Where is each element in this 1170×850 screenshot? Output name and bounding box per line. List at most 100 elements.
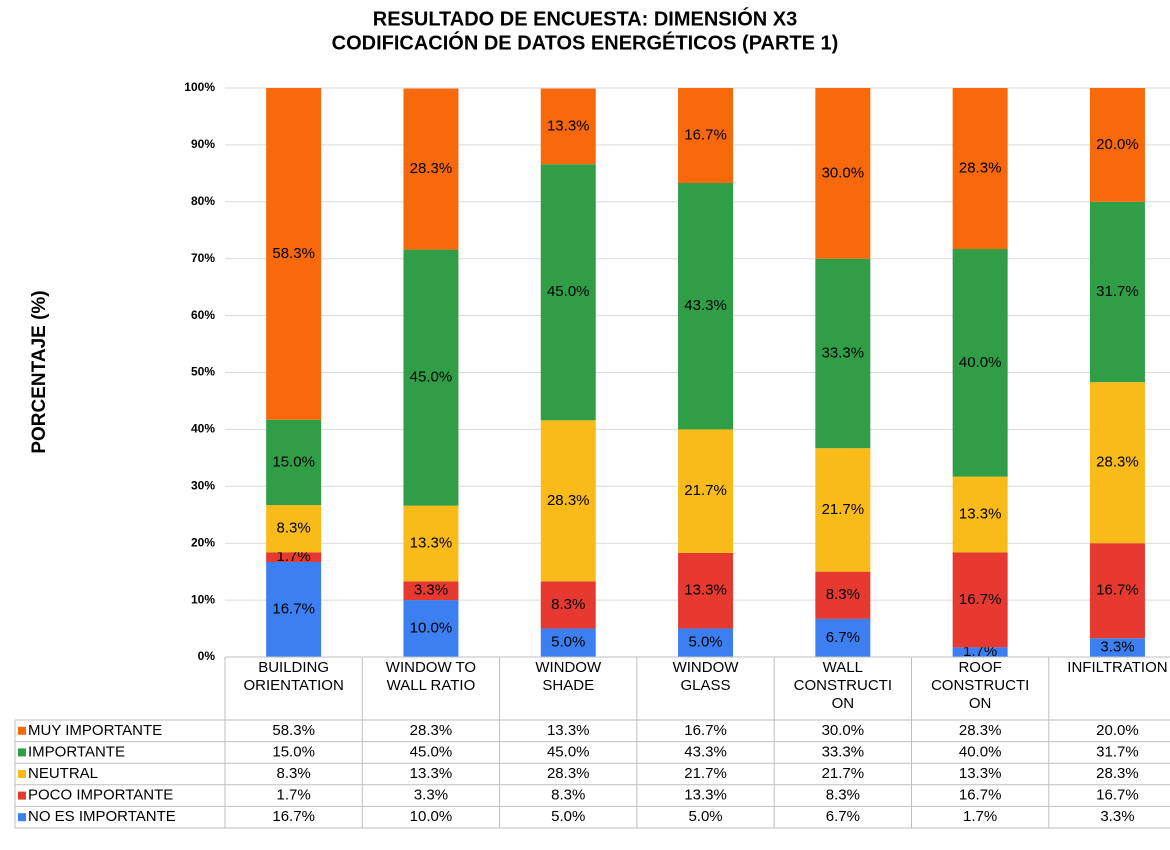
table-cell: 28.3%: [410, 722, 453, 739]
x-tick-label: BUILDING ORIENTATION: [243, 659, 344, 694]
data-label: 13.3%: [959, 505, 1002, 522]
table-cell: 28.3%: [959, 722, 1002, 739]
data-label: 28.3%: [959, 159, 1002, 176]
table-cell: 28.3%: [547, 765, 590, 782]
bar-segment: [952, 249, 1008, 477]
table-cell: 45.0%: [547, 743, 590, 760]
bar-segment: [678, 552, 734, 629]
data-label: 13.3%: [547, 117, 590, 134]
bar-segment: [266, 505, 322, 553]
y-tick-label: 20%: [191, 535, 215, 549]
bar-segment: [403, 600, 459, 657]
y-tick-label: 10%: [191, 592, 215, 606]
data-label: 13.3%: [684, 582, 727, 599]
legend-key: [18, 748, 26, 757]
data-label: 45.0%: [410, 369, 453, 386]
bar-segment: [815, 448, 871, 572]
data-label: 15.0%: [272, 453, 315, 470]
bar-segment: [678, 183, 734, 430]
category-cell: INFILTRATION: [1067, 659, 1167, 676]
bar-segment: [403, 88, 459, 250]
y-tick-label: 80%: [191, 194, 215, 208]
table-cell: 13.3%: [959, 765, 1002, 782]
bar-segment: [815, 618, 871, 657]
category-cell: ROOF CONSTRUCTION: [930, 659, 1030, 712]
bar-segment: [952, 88, 1008, 250]
table-cell: 20.0%: [1096, 722, 1139, 739]
bar-segment: [815, 88, 871, 259]
data-label: 8.3%: [277, 520, 311, 537]
y-tick-label: 30%: [191, 478, 215, 492]
data-label: 8.3%: [551, 596, 585, 613]
table-cell: 8.3%: [551, 787, 585, 804]
x-tick-label: WINDOW TO WALL RATIO: [385, 659, 477, 694]
data-label: 16.7%: [1096, 582, 1139, 599]
y-tick-label: 70%: [191, 251, 215, 265]
data-label: 16.7%: [272, 600, 315, 617]
category-cell: WALL CONSTRUCTION: [794, 659, 892, 712]
table-cell: 43.3%: [684, 743, 727, 760]
legend-key: [18, 770, 26, 778]
table-cell: 8.3%: [826, 787, 860, 804]
y-tick-label: 40%: [191, 422, 215, 436]
chart-title: CODIFICACIÓN DE DATOS ENERGÉTICOS (PARTE…: [332, 30, 839, 54]
legend-key: [18, 726, 26, 735]
table-cell: 58.3%: [272, 722, 315, 739]
legend-label: IMPORTANTE: [28, 743, 125, 760]
x-tick-label: WINDOW SHADE: [535, 659, 602, 694]
data-label: 40.0%: [959, 354, 1002, 371]
legend-label: MUY IMPORTANTE: [28, 722, 162, 739]
bar-segment: [266, 561, 322, 657]
data-label: 21.7%: [822, 501, 865, 518]
data-label: 33.3%: [822, 344, 865, 361]
bar-segment: [403, 505, 459, 582]
data-label: 28.3%: [547, 492, 590, 509]
bar-segment: [952, 647, 1008, 657]
table-cell: 16.7%: [272, 808, 315, 825]
data-label: 10.0%: [410, 620, 453, 637]
bar-segment: [266, 88, 322, 420]
bar-segment: [1089, 382, 1145, 544]
bar-segment: [1089, 88, 1145, 202]
table-cell: 45.0%: [410, 743, 453, 760]
data-label: 43.3%: [684, 297, 727, 314]
bar-segment: [540, 420, 596, 582]
bar-segment: [266, 552, 322, 562]
data-label: 3.3%: [1100, 639, 1134, 656]
bar-segment: [1089, 543, 1145, 639]
bar-segment: [952, 476, 1008, 553]
data-label: 1.7%: [963, 643, 997, 660]
table-cell: 13.3%: [410, 765, 453, 782]
x-tick-label: WINDOW GLASS: [672, 659, 739, 694]
bar-segment: [540, 164, 596, 421]
table-cell: 16.7%: [1096, 787, 1139, 804]
table-cell: 15.0%: [272, 743, 315, 760]
x-tick-label: ROOF CONSTRUCTION: [930, 659, 1030, 712]
y-tick-label: 90%: [191, 137, 215, 151]
data-label: 31.7%: [1096, 283, 1139, 300]
data-label: 30.0%: [822, 164, 865, 181]
data-label: 16.7%: [959, 591, 1002, 608]
table-cell: 5.0%: [551, 808, 585, 825]
bar-segment: [678, 88, 734, 184]
data-label: 5.0%: [551, 634, 585, 651]
bar-segment: [540, 88, 596, 165]
table-cell: 10.0%: [410, 808, 453, 825]
data-label: 45.0%: [547, 283, 590, 300]
bar-segment: [678, 628, 734, 657]
table-cell: 21.7%: [684, 765, 727, 782]
bar-segment: [952, 552, 1008, 648]
y-tick-label: 0%: [198, 649, 216, 663]
category-cell: WINDOW TO WALL RATIO: [385, 659, 477, 694]
table-cell: 1.7%: [277, 787, 311, 804]
bar-segment: [403, 249, 459, 506]
legend-label: POCO IMPORTANTE: [28, 787, 173, 804]
table-cell: 3.3%: [1100, 808, 1134, 825]
bar-segment: [266, 419, 322, 506]
data-label: 3.3%: [414, 582, 448, 599]
legend-label: NO ES IMPORTANTE: [28, 808, 176, 825]
bar-segment: [815, 258, 871, 449]
table-cell: 5.0%: [688, 808, 722, 825]
bar-segment: [403, 581, 459, 601]
